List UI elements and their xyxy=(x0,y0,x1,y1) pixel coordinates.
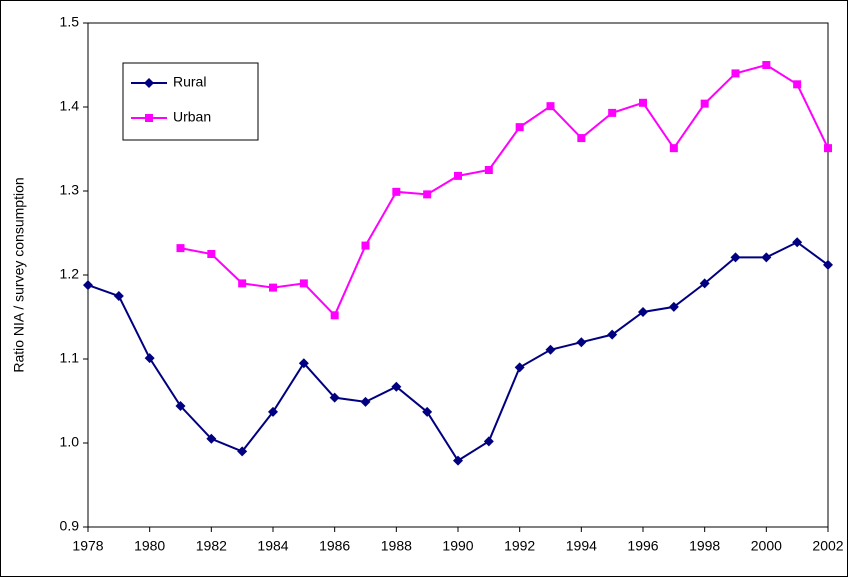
marker xyxy=(823,259,833,270)
y-tick-label: 1.5 xyxy=(60,14,80,30)
x-tick-label: 1996 xyxy=(627,538,658,554)
x-tick-label: 1978 xyxy=(72,538,103,554)
marker xyxy=(577,134,586,143)
legend-label: Urban xyxy=(173,109,211,125)
x-tick-label: 2002 xyxy=(812,538,843,554)
marker xyxy=(207,250,216,258)
marker xyxy=(176,244,185,253)
marker xyxy=(546,102,555,111)
x-tick-label: 1994 xyxy=(566,538,597,554)
x-tick-label: 1990 xyxy=(442,538,473,554)
y-tick-label: 1.3 xyxy=(60,182,80,198)
marker xyxy=(514,362,525,373)
marker xyxy=(144,353,155,364)
marker xyxy=(608,108,617,117)
marker xyxy=(668,301,679,312)
marker xyxy=(545,344,556,355)
x-tick-label: 1998 xyxy=(689,538,720,554)
marker xyxy=(329,392,340,403)
marker xyxy=(391,381,402,392)
marker xyxy=(515,123,524,132)
marker xyxy=(453,455,463,466)
marker xyxy=(83,280,93,291)
x-tick-label: 1986 xyxy=(319,538,350,554)
marker xyxy=(330,311,339,320)
marker xyxy=(392,187,401,196)
marker xyxy=(639,98,647,107)
marker xyxy=(113,291,124,301)
marker xyxy=(483,436,494,447)
marker xyxy=(145,114,153,122)
y-tick-label: 1.1 xyxy=(60,350,80,366)
marker xyxy=(175,401,186,412)
x-tick-label: 1988 xyxy=(381,538,412,554)
legend-box xyxy=(122,62,259,141)
marker xyxy=(423,190,432,199)
y-tick-label: 1.4 xyxy=(60,98,80,114)
y-tick-label: 1.0 xyxy=(60,434,80,450)
marker xyxy=(360,396,371,407)
marker xyxy=(206,433,217,444)
marker xyxy=(700,99,709,108)
marker xyxy=(361,241,370,250)
marker xyxy=(422,406,433,417)
marker xyxy=(237,446,248,457)
x-tick-label: 2000 xyxy=(751,538,782,554)
marker xyxy=(607,329,618,340)
marker xyxy=(238,279,247,288)
series-line xyxy=(180,63,829,318)
x-tick-label: 1984 xyxy=(257,538,288,554)
marker xyxy=(576,337,587,348)
marker xyxy=(299,279,308,288)
marker xyxy=(298,358,309,369)
marker xyxy=(730,252,741,263)
marker xyxy=(669,144,678,153)
marker xyxy=(792,237,803,248)
marker xyxy=(699,278,710,289)
marker xyxy=(793,80,802,89)
marker xyxy=(144,78,154,88)
x-tick-label: 1982 xyxy=(196,538,227,554)
marker xyxy=(731,69,740,78)
y-tick-label: 1.2 xyxy=(60,266,80,282)
y-axis-label: Ratio NIA / survey consumption xyxy=(11,177,27,372)
marker xyxy=(762,61,771,69)
marker xyxy=(761,252,772,263)
marker xyxy=(454,171,462,180)
marker xyxy=(268,406,278,417)
marker xyxy=(824,144,832,153)
x-tick-label: 1980 xyxy=(134,538,165,554)
marker xyxy=(269,283,277,292)
x-tick-label: 1992 xyxy=(504,538,535,554)
y-tick-label: 0.9 xyxy=(60,518,80,534)
marker xyxy=(638,306,648,317)
marker xyxy=(484,166,493,174)
legend-label: Rural xyxy=(173,74,206,90)
